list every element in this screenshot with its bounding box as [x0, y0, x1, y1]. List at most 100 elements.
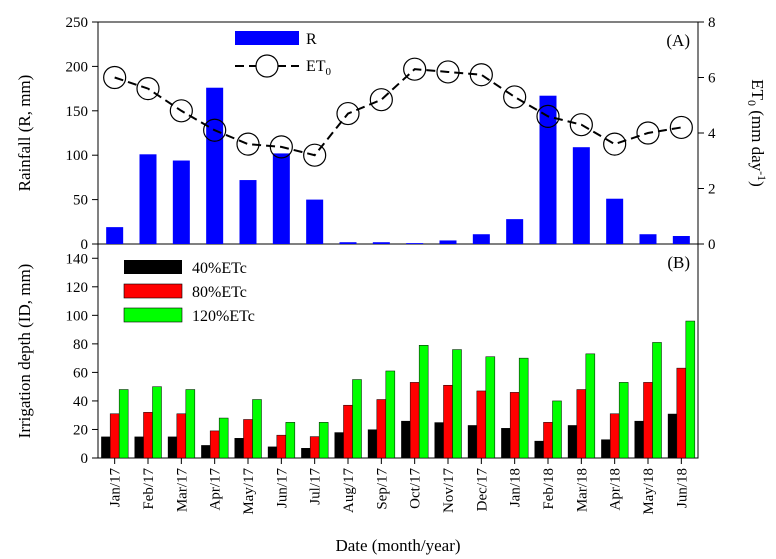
x-tick-label: Jun/18: [674, 468, 690, 508]
irrigation-bar-80pct-etc: [343, 404, 353, 459]
irrigation-bar-80pct-etc: [609, 413, 620, 459]
panel-b-y-tick-label: 120: [66, 280, 89, 296]
irrigation-bar-40pct-etc: [567, 425, 577, 458]
irrigation-bar-80pct-etc: [243, 419, 253, 459]
rainfall-bar: [306, 199, 324, 244]
irrigation-bar-120pct-etc: [385, 370, 396, 459]
irrigation-bar-80pct-etc: [576, 389, 587, 459]
legend-40-label: 40%ETc: [192, 260, 247, 277]
et0-point: [236, 132, 260, 156]
irrigation-bar-80pct-etc: [209, 430, 220, 459]
x-tick-label: Jun/17: [274, 468, 290, 509]
panel-a-y-axis-title: Rainfall (R, mm): [15, 75, 34, 192]
irrigation-bar-40pct-etc: [267, 446, 277, 458]
x-tick-label: Mar/17: [174, 468, 190, 513]
panel-a-y2-tick-label: 8: [708, 15, 716, 31]
et0-point: [336, 101, 360, 126]
panel-a-y2-tick-label: 0: [708, 237, 716, 253]
panel-b-label: (B): [667, 253, 690, 272]
irrigation-bar-120pct-etc: [552, 400, 562, 459]
panel-b-y-tick-label: 0: [81, 451, 89, 467]
rainfall-bar: [106, 227, 124, 244]
irrigation-bar-80pct-etc: [443, 384, 453, 459]
irrigation-bar-80pct-etc: [409, 382, 420, 459]
panel-b-legend: 40%ETc 80%ETc 120%ETc: [123, 260, 255, 325]
et0-point: [103, 65, 127, 90]
rainfall-bar: [472, 234, 490, 244]
irrigation-bar-40pct-etc: [601, 439, 611, 458]
irrigation-bar-120pct-etc: [218, 417, 229, 459]
irrigation-bar-120pct-etc: [652, 342, 662, 459]
irrigation-bar-80pct-etc: [376, 399, 387, 459]
irrigation-bar-40pct-etc: [134, 436, 144, 458]
et0-point: [403, 57, 427, 81]
et0-point: [369, 88, 393, 112]
rainfall-bar: [139, 154, 157, 244]
irrigation-bar-40pct-etc: [467, 425, 477, 458]
panel-b-y-axis-title: Irrigation depth (ID, mm): [15, 264, 34, 439]
irrigation-bar-40pct-etc: [667, 413, 677, 458]
rainfall-bar: [239, 180, 257, 244]
x-tick-label: Oct/17: [408, 468, 424, 509]
irrigation-bar-40pct-etc: [634, 420, 644, 458]
x-tick-label: Aug/17: [341, 468, 357, 514]
panel-b-y-tick-label: 100: [66, 308, 89, 324]
x-tick-label: Apr/18: [608, 468, 624, 511]
irrigation-bar-40pct-etc: [334, 432, 344, 458]
irrigation-bar-120pct-etc: [685, 320, 696, 459]
panel-a-y-tick-label: 200: [66, 59, 89, 75]
irrigation-bar-120pct-etc: [618, 382, 629, 459]
irrigation-bar-40pct-etc: [367, 429, 377, 458]
legend-80-label: 80%ETc: [192, 284, 247, 301]
legend-80-swatch: [123, 283, 183, 299]
irrigation-bar-120pct-etc: [152, 386, 162, 459]
irrigation-bar-120pct-etc: [418, 345, 429, 459]
irrigation-bar-80pct-etc: [309, 436, 320, 459]
irrigation-bar-120pct-etc: [452, 349, 462, 459]
panel-b-y-tick-label: 140: [66, 251, 89, 267]
et0-point: [669, 115, 693, 140]
et0-point: [436, 60, 460, 84]
legend-r-label: R: [306, 31, 317, 48]
irrigation-bar-40pct-etc: [534, 440, 544, 458]
legend-r-swatch: [235, 31, 299, 45]
panel-a-legend: R ET0: [235, 31, 332, 78]
x-tick-label: May/17: [241, 468, 257, 515]
legend-120-label: 120%ETc: [192, 308, 255, 325]
et0-point: [536, 104, 560, 128]
irrigation-bar-120pct-etc: [118, 389, 129, 459]
et0-line: [114, 68, 682, 157]
x-tick-label: Nov/17: [441, 468, 457, 514]
irrigation-bar-80pct-etc: [143, 412, 153, 459]
x-tick-label: May/18: [641, 468, 657, 515]
legend-et0-label: ET0: [306, 58, 332, 78]
et0-point: [469, 63, 493, 87]
irrigation-bar-120pct-etc: [185, 389, 196, 459]
panel-b-y-tick-label: 20: [73, 422, 88, 438]
rainfall-bar: [272, 153, 290, 244]
x-tick-label: Mar/18: [574, 468, 590, 512]
panel-a-y-tick-label: 250: [66, 15, 89, 31]
et0-point: [636, 121, 660, 145]
irrigation-bar-40pct-etc: [401, 420, 411, 458]
rainfall-bar: [572, 147, 590, 244]
irrigation-bar-120pct-etc: [485, 356, 496, 459]
irrigation-bar-80pct-etc: [509, 392, 520, 459]
et0-point: [503, 85, 527, 109]
x-tick-label: Dec/17: [474, 468, 490, 512]
legend-40-swatch: [124, 260, 182, 274]
panel-a-y-tick-label: 100: [66, 148, 89, 164]
irrigation-bar-40pct-etc: [301, 448, 311, 458]
irrigation-bar-40pct-etc: [234, 438, 244, 458]
rainfall-bar: [606, 198, 624, 244]
panel-b-y-tick-label: 80: [73, 337, 88, 353]
et0-point: [569, 113, 593, 137]
panel-a-y-tick-label: 0: [81, 237, 89, 253]
irrigation-bar-80pct-etc: [543, 422, 553, 459]
irrigation-bar-120pct-etc: [285, 422, 296, 459]
irrigation-bar-80pct-etc: [276, 434, 287, 459]
rainfall-bar: [639, 234, 657, 244]
irrigation-bar-80pct-etc: [176, 413, 187, 459]
irrigation-bar-40pct-etc: [201, 445, 211, 458]
irrigation-bar-80pct-etc: [476, 390, 487, 459]
